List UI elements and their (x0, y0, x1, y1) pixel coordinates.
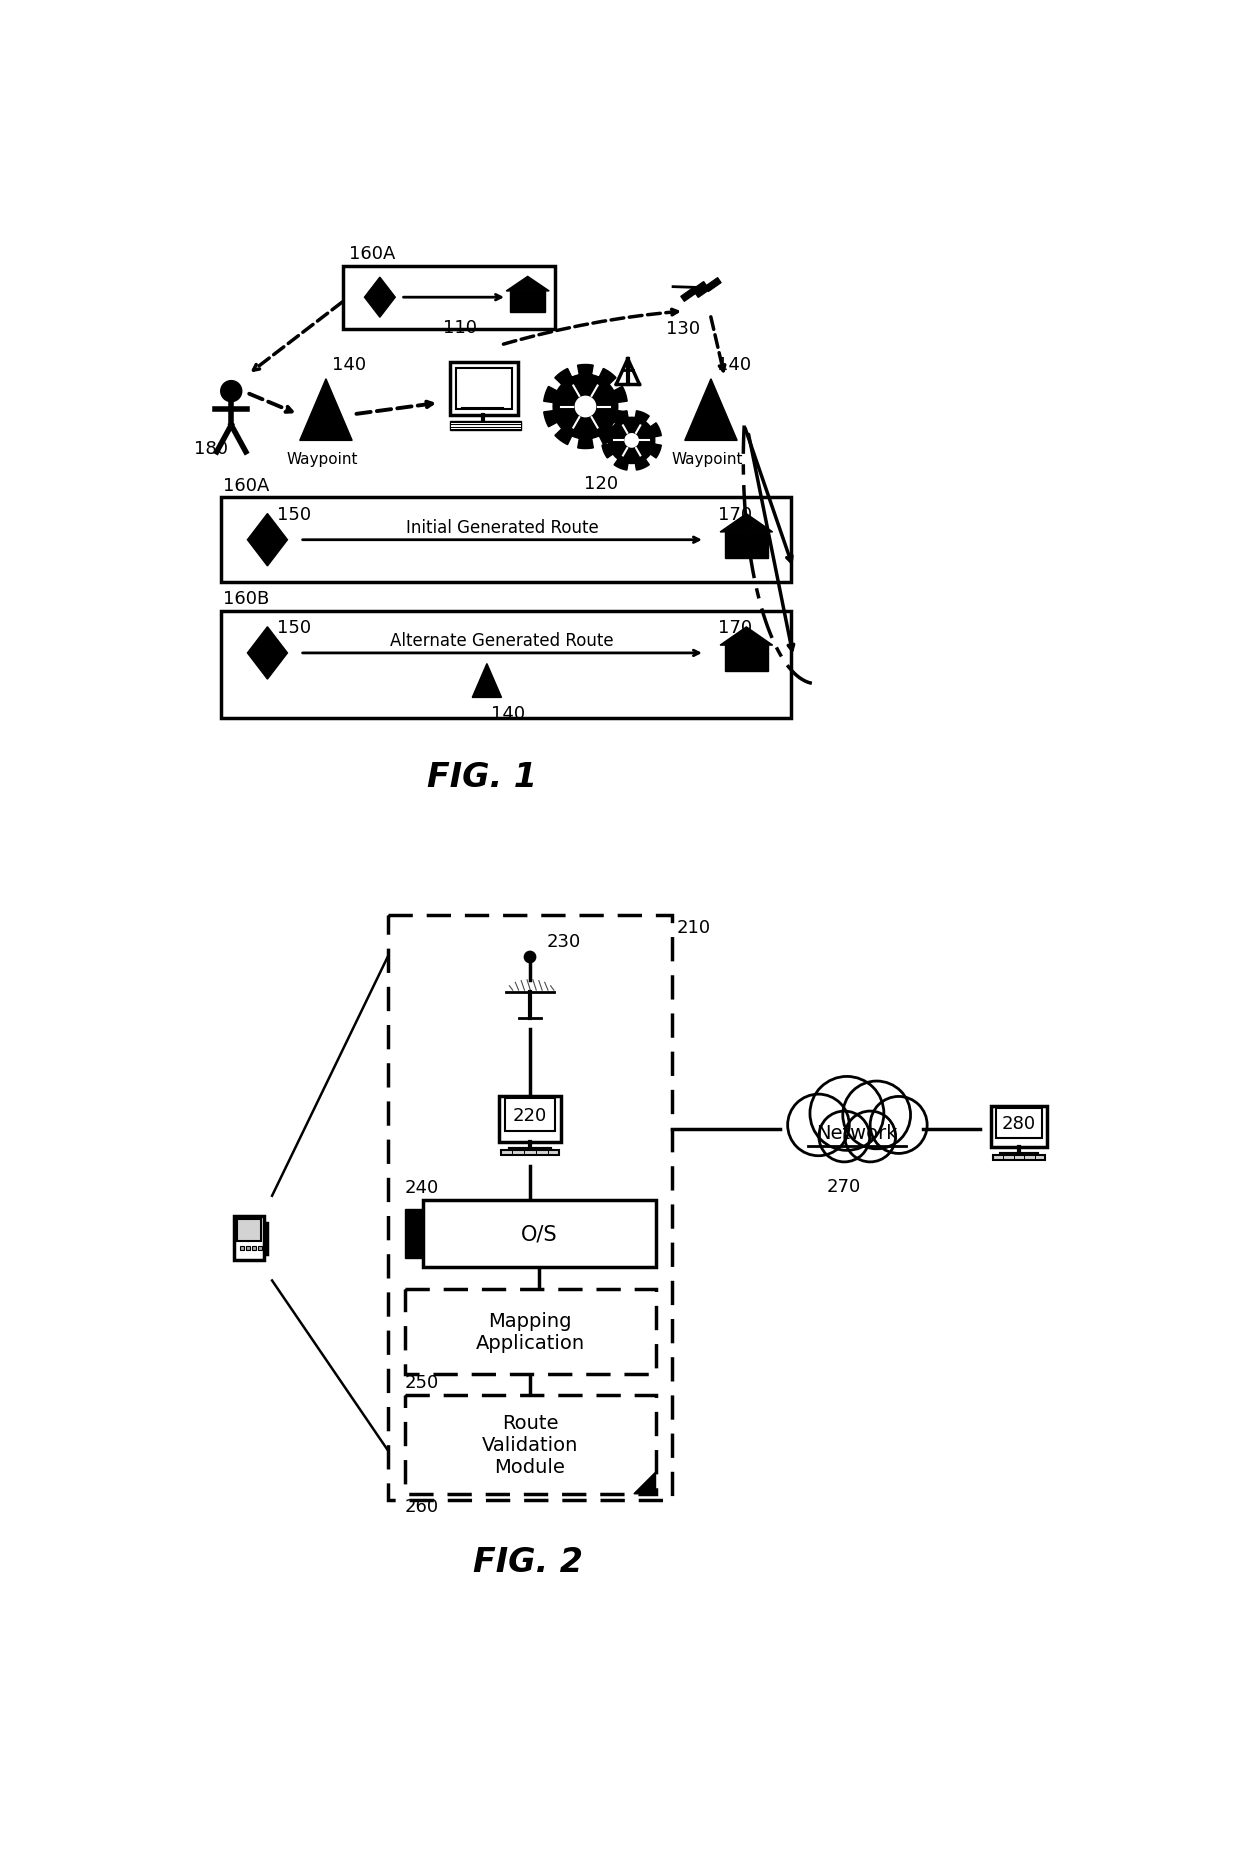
Text: FIG. 1: FIG. 1 (427, 761, 537, 794)
Polygon shape (720, 627, 773, 646)
Bar (808, 1130, 906, 1156)
Bar (500, 1096, 560, 1143)
Circle shape (870, 1096, 928, 1154)
Polygon shape (704, 278, 722, 293)
Circle shape (622, 432, 640, 451)
Bar (423, 1200, 656, 1267)
Circle shape (818, 1111, 869, 1163)
Bar (252, 1247, 257, 1250)
Polygon shape (248, 514, 288, 566)
Bar (505, 1098, 556, 1132)
Text: Initial Generated Route: Initial Generated Route (405, 519, 599, 536)
Text: 140: 140 (717, 356, 751, 373)
Text: Alternate Generated Route: Alternate Generated Route (391, 633, 614, 649)
Bar (221, 612, 791, 720)
Text: 110: 110 (443, 319, 477, 336)
Circle shape (844, 1111, 895, 1163)
Bar (343, 267, 554, 330)
Text: 260: 260 (404, 1497, 439, 1516)
Bar (258, 1247, 263, 1250)
Bar (450, 423, 521, 430)
Text: FIG. 2: FIG. 2 (472, 1545, 583, 1579)
Polygon shape (543, 365, 627, 449)
Text: Waypoint: Waypoint (286, 453, 358, 467)
Polygon shape (681, 288, 697, 302)
Text: 120: 120 (584, 475, 618, 492)
Text: 150: 150 (277, 620, 311, 636)
Polygon shape (472, 664, 501, 697)
Polygon shape (506, 979, 554, 992)
Text: 170: 170 (718, 506, 751, 523)
Polygon shape (634, 1473, 656, 1493)
Circle shape (525, 952, 536, 963)
Bar (246, 1247, 250, 1250)
Text: 220: 220 (513, 1106, 547, 1124)
Text: Mapping
Application: Mapping Application (475, 1311, 584, 1352)
Polygon shape (601, 412, 661, 471)
Text: 280: 280 (1002, 1115, 1037, 1132)
Polygon shape (684, 380, 737, 441)
Polygon shape (720, 514, 773, 532)
Bar (233, 1217, 264, 1261)
Bar (404, 1209, 423, 1258)
Text: O/S: O/S (521, 1224, 558, 1245)
Text: 230: 230 (547, 933, 582, 950)
Bar (511, 291, 546, 313)
Bar (725, 646, 768, 672)
Text: 160A: 160A (223, 477, 269, 493)
Polygon shape (300, 380, 352, 441)
Bar (237, 1221, 260, 1241)
Bar (725, 532, 768, 558)
Text: Waypoint: Waypoint (671, 453, 743, 467)
Bar (993, 1156, 1045, 1159)
Text: Route
Validation
Module: Route Validation Module (482, 1414, 578, 1477)
Bar (388, 915, 672, 1501)
Bar (221, 499, 791, 582)
Bar (456, 369, 512, 410)
Text: 140: 140 (491, 705, 525, 722)
Circle shape (221, 382, 242, 403)
Bar (501, 1150, 559, 1156)
Bar (996, 1109, 1042, 1139)
Bar (991, 1106, 1047, 1148)
Polygon shape (693, 282, 709, 299)
Text: 170: 170 (718, 620, 751, 636)
Text: 130: 130 (666, 319, 701, 338)
Text: 180: 180 (195, 440, 228, 458)
Polygon shape (365, 278, 396, 317)
Bar (239, 1247, 244, 1250)
Text: 160B: 160B (223, 590, 269, 607)
Text: 140: 140 (332, 356, 366, 373)
Bar (404, 1289, 656, 1375)
Circle shape (573, 395, 598, 419)
Bar (450, 364, 518, 416)
Circle shape (787, 1094, 849, 1156)
Text: 210: 210 (677, 918, 712, 937)
Text: 160A: 160A (350, 245, 396, 263)
Text: Network: Network (816, 1124, 898, 1143)
Circle shape (810, 1078, 884, 1150)
Polygon shape (248, 627, 288, 679)
Text: 270: 270 (826, 1176, 861, 1195)
Text: 250: 250 (404, 1373, 439, 1391)
Bar (404, 1395, 656, 1493)
Text: 240: 240 (404, 1178, 439, 1196)
Circle shape (843, 1081, 910, 1150)
Text: 150: 150 (277, 506, 311, 523)
Polygon shape (506, 276, 549, 291)
